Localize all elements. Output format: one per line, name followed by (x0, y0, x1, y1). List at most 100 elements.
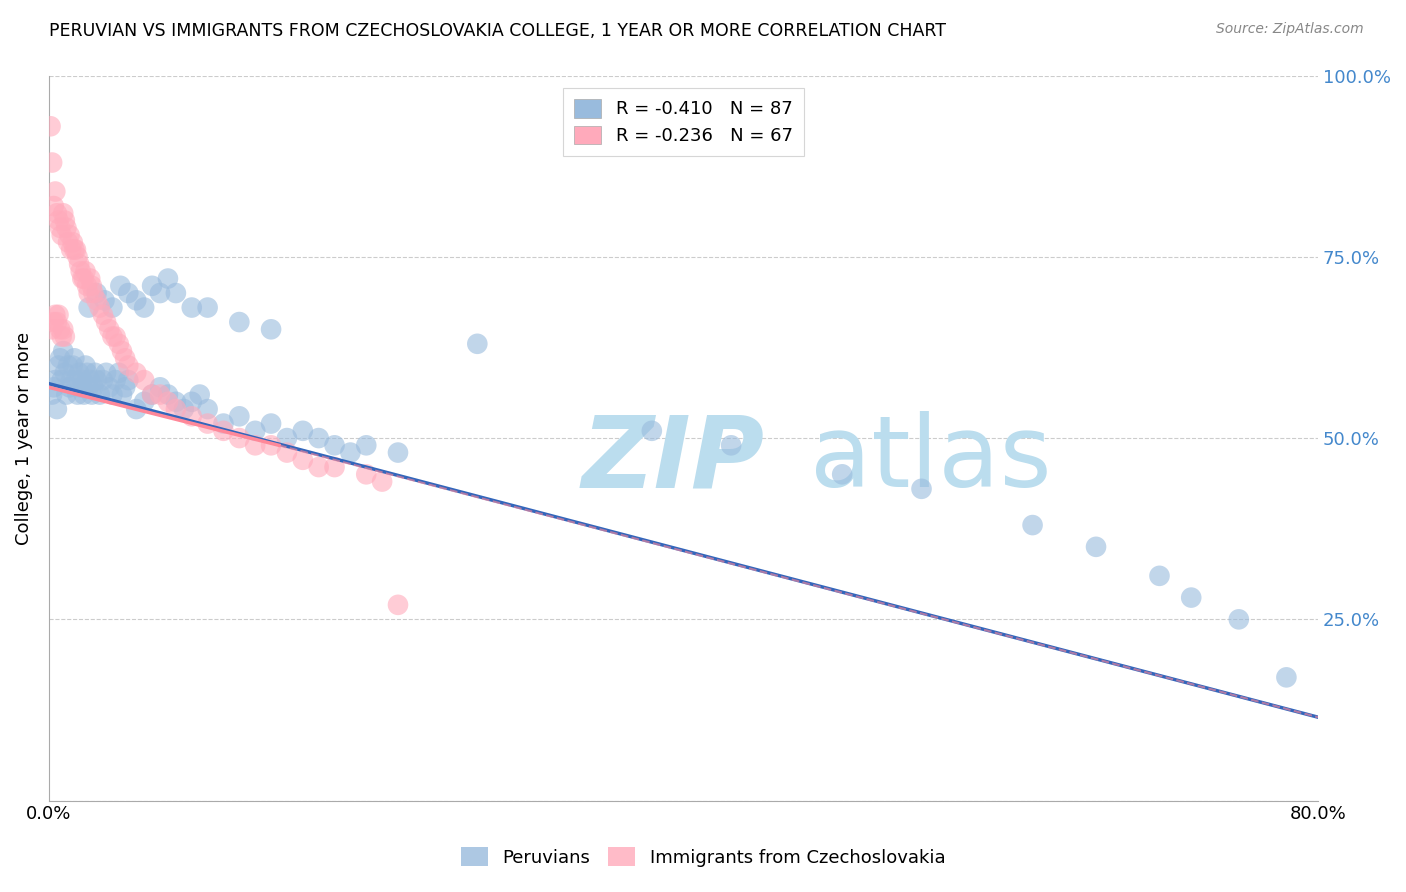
Point (62, 235, 84, 250)
Point (134, 301, 156, 315)
Point (104, 373, 127, 387)
Point (308, 431, 330, 445)
Point (60, 373, 83, 387)
Point (56, 359, 79, 373)
Point (72, 271, 94, 285)
Point (86, 293, 108, 308)
Point (53, 213, 76, 227)
Point (79, 271, 101, 285)
Point (67, 366, 90, 380)
Point (117, 373, 139, 387)
Point (165, 394, 187, 409)
Point (117, 359, 139, 373)
Point (98, 380, 121, 394)
Point (1180, 591, 1202, 605)
Point (228, 409, 250, 424)
Point (134, 394, 156, 409)
Point (1085, 540, 1108, 554)
Point (77, 286, 100, 301)
Point (371, 475, 394, 489)
Point (107, 336, 129, 351)
Point (156, 271, 179, 285)
Point (339, 445, 361, 459)
Point (62, 359, 84, 373)
Point (228, 315, 250, 329)
Point (101, 301, 124, 315)
Point (75, 264, 97, 278)
Point (86, 373, 108, 387)
Point (149, 286, 172, 301)
Point (42, 380, 65, 394)
Point (720, 438, 742, 452)
Text: ZIP: ZIP (582, 411, 765, 508)
Point (188, 387, 211, 401)
Point (165, 286, 187, 301)
Point (245, 424, 267, 438)
Point (45, 402, 67, 417)
Point (79, 373, 101, 387)
Point (53, 366, 76, 380)
Point (75, 359, 97, 373)
Point (77, 301, 100, 315)
Point (180, 301, 202, 315)
Point (66, 387, 89, 401)
Point (197, 402, 219, 417)
Y-axis label: College, 1 year or more: College, 1 year or more (15, 332, 32, 545)
Point (82, 380, 104, 394)
Point (641, 424, 664, 438)
Point (260, 438, 283, 452)
Point (125, 366, 148, 380)
Point (80, 278, 103, 293)
Point (107, 366, 129, 380)
Point (39, 120, 62, 134)
Point (86, 286, 108, 301)
Point (1149, 569, 1171, 583)
Point (60, 243, 83, 257)
Point (73, 271, 96, 285)
Point (52, 344, 75, 359)
Point (465, 336, 488, 351)
Point (134, 373, 156, 387)
Point (48, 359, 70, 373)
Point (80, 387, 103, 401)
Point (180, 409, 202, 424)
Point (156, 387, 179, 401)
Point (49, 322, 72, 336)
Point (260, 417, 283, 431)
Legend: R = -0.410   N = 87, R = -0.236   N = 67: R = -0.410 N = 87, R = -0.236 N = 67 (564, 88, 804, 156)
Point (67, 257, 90, 271)
Legend: Peruvians, Immigrants from Czechoslovakia: Peruvians, Immigrants from Czechoslovaki… (454, 840, 952, 874)
Point (48, 213, 70, 227)
Point (228, 431, 250, 445)
Point (41, 322, 63, 336)
Point (831, 467, 853, 482)
Point (94, 366, 117, 380)
Point (141, 387, 163, 401)
Point (77, 380, 100, 394)
Point (51, 329, 73, 343)
Text: PERUVIAN VS IMMIGRANTS FROM CZECHOSLOVAKIA COLLEGE, 1 YEAR OR MORE CORRELATION C: PERUVIAN VS IMMIGRANTS FROM CZECHOSLOVAK… (49, 22, 946, 40)
Point (55, 387, 77, 401)
Point (356, 438, 378, 452)
Point (41, 155, 63, 169)
Point (52, 206, 75, 220)
Point (76, 278, 98, 293)
Point (66, 250, 89, 264)
Text: atlas: atlas (810, 411, 1052, 508)
Point (49, 351, 72, 366)
Point (114, 351, 136, 366)
Point (73, 387, 96, 401)
Point (111, 387, 134, 401)
Point (89, 387, 111, 401)
Point (93, 293, 115, 308)
Point (173, 402, 195, 417)
Point (910, 482, 932, 496)
Point (291, 452, 314, 467)
Point (41, 387, 63, 401)
Point (387, 598, 409, 612)
Point (45, 315, 67, 329)
Point (76, 366, 98, 380)
Point (323, 438, 346, 452)
Point (82, 286, 104, 301)
Point (72, 373, 94, 387)
